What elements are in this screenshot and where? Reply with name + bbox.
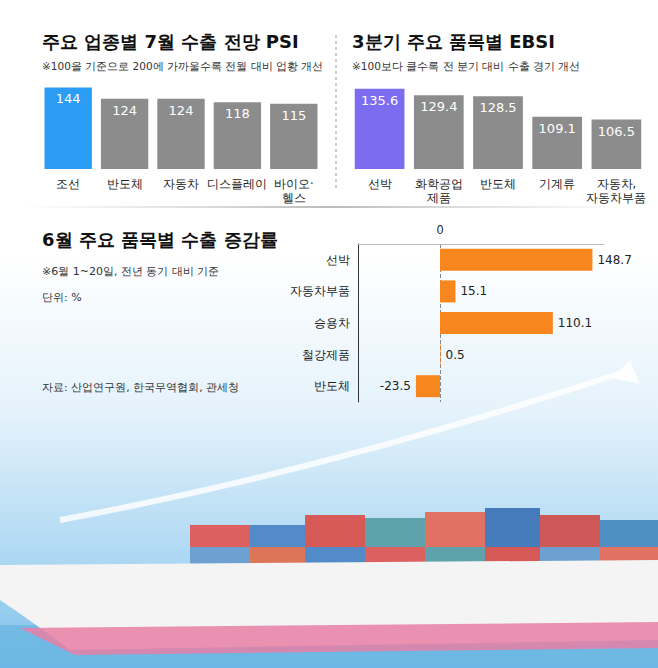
svg-text:106.5: 106.5 [598, 124, 635, 139]
svg-text:0.5: 0.5 [446, 348, 465, 362]
svg-text:반도체: 반도체 [480, 177, 516, 191]
svg-text:0: 0 [437, 223, 444, 237]
svg-text:자동차부품: 자동차부품 [586, 191, 646, 205]
svg-text:144: 144 [56, 91, 81, 106]
svg-text:135.6: 135.6 [361, 93, 398, 108]
svg-text:-23.5: -23.5 [380, 379, 411, 393]
svg-text:15.1: 15.1 [460, 284, 487, 298]
svg-text:110.1: 110.1 [558, 316, 592, 330]
svg-text:선박: 선박 [326, 253, 350, 267]
svg-text:반도체: 반도체 [314, 379, 350, 393]
svg-text:디스플레이: 디스플레이 [207, 177, 267, 191]
html-text:※100을 기준으로 200에 가까울수록 전월 대비 업황: ※100을 기준으로 200에 가까울수록 전월 대비 업황 개선 [42, 60, 324, 72]
svg-text:자동차: 자동차 [163, 177, 199, 191]
svg-text:승용차: 승용차 [314, 316, 350, 330]
svg-text:자동차,: 자동차, [597, 177, 637, 191]
html-text:※6월 1~20일, 전년 동기 대비 기준: ※6월 1~20일, 전년 동기 대비 기준 [42, 265, 220, 278]
svg-text:128.5: 128.5 [479, 100, 516, 115]
svg-text:헬스: 헬스 [282, 191, 306, 205]
html-text:6월 주요 품목별 수출 증감률: 6월 주요 품목별 수출 증감률 [42, 229, 278, 250]
svg-text:129.4: 129.4 [420, 99, 457, 114]
svg-text:반도체: 반도체 [107, 177, 143, 191]
svg-text:바이오·: 바이오· [274, 177, 314, 191]
svg-text:115: 115 [281, 108, 306, 123]
svg-text:148.7: 148.7 [597, 253, 631, 267]
svg-text:선박: 선박 [368, 177, 392, 191]
svg-text:철강제품: 철강제품 [302, 348, 350, 362]
html-text:주요 업종별 7월 수출 전망 PSI: 주요 업종별 7월 수출 전망 PSI [42, 31, 299, 52]
svg-text:124: 124 [112, 103, 137, 118]
html-text:단위: %: 단위: % [42, 291, 82, 304]
svg-text:109.1: 109.1 [539, 121, 576, 136]
html-text:※100보다 클수록 전 분기 대비 수출 경기 개선: ※100보다 클수록 전 분기 대비 수출 경기 개선 [352, 60, 581, 72]
svg-text:기계류: 기계류 [539, 177, 575, 191]
svg-text:124: 124 [169, 103, 194, 118]
svg-text:자동차부품: 자동차부품 [290, 284, 350, 298]
svg-text:118: 118 [225, 106, 250, 121]
svg-text:제품: 제품 [427, 191, 451, 205]
html-text:3분기 주요 품목별 EBSI: 3분기 주요 품목별 EBSI [352, 31, 555, 52]
svg-text:조선: 조선 [56, 177, 80, 191]
html-text:자료: 산업연구원, 한국무역협회, 관세청: 자료: 산업연구원, 한국무역협회, 관세청 [42, 381, 240, 394]
svg-text:화학공업: 화학공업 [415, 177, 463, 191]
